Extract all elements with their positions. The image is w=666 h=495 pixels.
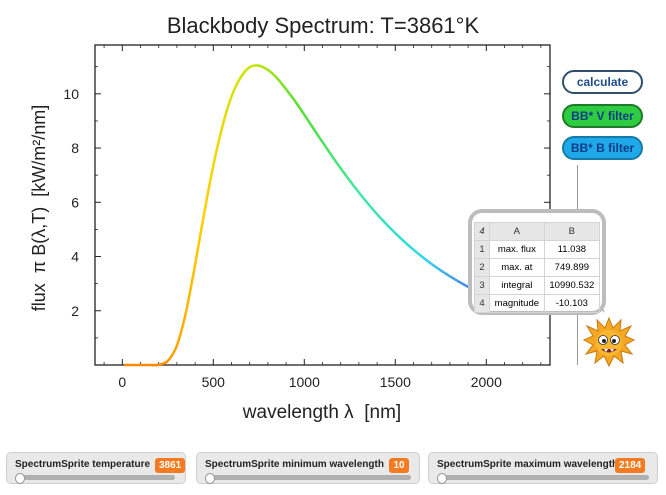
watcher-value: 3861: [155, 458, 186, 473]
table-cell: integral: [489, 276, 545, 295]
table-cell: magnitude: [489, 294, 545, 313]
table-row: 4 magnitude -10.103: [474, 294, 601, 313]
bb-v-filter-button[interactable]: BB* V filter: [562, 104, 643, 128]
table-cell: max. at: [489, 258, 545, 277]
watcher-slider-knob[interactable]: [205, 473, 215, 484]
x-axis-label: wavelength λ [nm]: [242, 402, 401, 423]
watcher-label: SpectrumSprite maximum wavelength: [437, 459, 619, 470]
plot-frame: [94, 44, 551, 366]
table-row: 3 integral 10990.532: [474, 276, 601, 295]
column-header-b: B: [543, 222, 601, 241]
y-tick-label: 2: [71, 303, 79, 319]
chart-title: Blackbody Spectrum: T=3861°K: [167, 13, 480, 38]
table-header-row: 4 A B: [474, 222, 601, 241]
watcher-value: 10: [389, 458, 409, 473]
watcher-temperature: SpectrumSprite temperature 3861: [6, 452, 186, 484]
table-cell: 11.038: [543, 240, 601, 259]
bb-b-filter-button[interactable]: BB* B filter: [562, 136, 643, 160]
column-header-a: A: [489, 222, 545, 241]
y-tick-label: 10: [63, 86, 79, 102]
watcher-minimum-wavelength: SpectrumSprite minimum wavelength 10: [196, 452, 420, 484]
table-corner: 4: [474, 222, 490, 241]
tick-labels: 0 500 1000 1500 2000 2 4 6 8 10: [63, 86, 502, 390]
results-table: 4 A B 1 max. flux 11.038 2 max. at 749.8…: [474, 222, 601, 313]
watcher-label: SpectrumSprite temperature: [15, 459, 151, 470]
y-axis-label: flux π B(λ,T) [kW/m²/nm]: [29, 105, 49, 311]
y-tick-label: 6: [71, 194, 79, 210]
calculate-button[interactable]: calculate: [562, 70, 643, 94]
row-number: 4: [474, 294, 490, 313]
watcher-label: SpectrumSprite minimum wavelength: [205, 459, 384, 470]
x-tick-label: 1000: [289, 374, 320, 390]
y-tick-label: 4: [71, 249, 79, 265]
table-cell: max. flux: [489, 240, 545, 259]
watcher-slider-track[interactable]: [15, 475, 175, 480]
table-row: 2 max. at 749.899: [474, 258, 601, 277]
orange-fuzzy-creature-icon[interactable]: [583, 316, 635, 368]
watcher-slider-knob[interactable]: [437, 473, 447, 484]
watcher-slider-knob[interactable]: [15, 473, 25, 484]
x-tick-label: 500: [202, 374, 226, 390]
watcher-slider-track[interactable]: [205, 475, 411, 480]
watcher-maximum-wavelength: SpectrumSprite maximum wavelength 2184: [428, 452, 658, 484]
axis-ticks: [95, 45, 550, 365]
table-cell: 749.899: [543, 258, 601, 277]
watcher-slider-track[interactable]: [437, 475, 649, 480]
table-cell: 10990.532: [543, 276, 601, 295]
watcher-value: 2184: [615, 458, 646, 473]
row-number: 2: [474, 258, 490, 277]
row-number: 3: [474, 276, 490, 295]
table-cell: -10.103: [543, 294, 601, 313]
x-tick-label: 1500: [380, 374, 411, 390]
series-line: [124, 64, 521, 367]
x-tick-label: 2000: [471, 374, 502, 390]
table-row: 1 max. flux 11.038: [474, 240, 601, 259]
row-number: 1: [474, 240, 490, 259]
y-tick-label: 8: [71, 140, 79, 156]
x-tick-label: 0: [118, 374, 126, 390]
